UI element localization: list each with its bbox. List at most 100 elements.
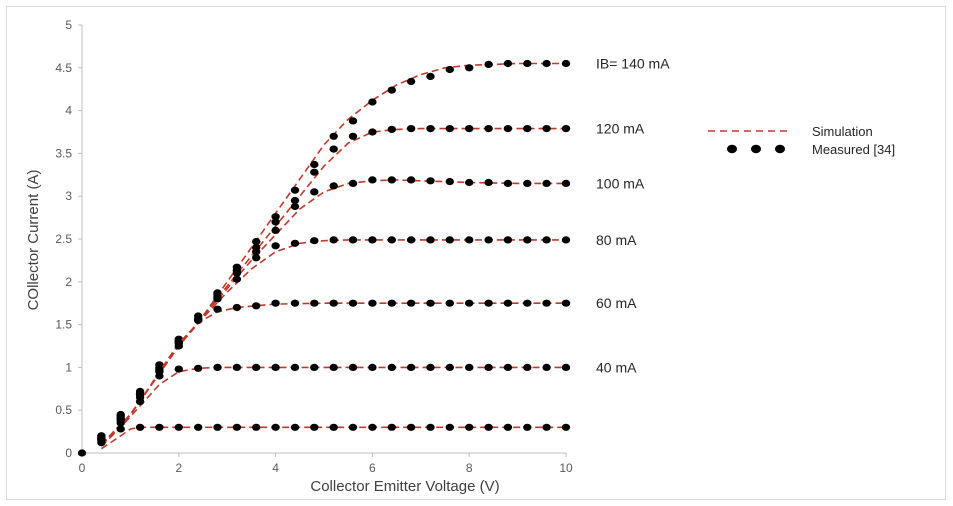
y-tick-label: 3 (65, 189, 72, 203)
measured-point (368, 236, 377, 244)
series-group (97, 363, 571, 447)
curve-label: 60 mA (596, 295, 637, 311)
measured-point (368, 98, 377, 106)
series-group (97, 299, 571, 445)
curve-label: IB= 140 mA (596, 56, 670, 72)
measured-point (561, 363, 571, 371)
measured-point (542, 59, 551, 68)
measured-point (561, 179, 571, 187)
measured-point (465, 178, 474, 187)
measured-point (484, 60, 493, 68)
measured-point (252, 254, 261, 262)
measured-point (348, 132, 358, 140)
measured-point (561, 59, 571, 68)
measured-point (426, 363, 435, 371)
measured-point (387, 125, 396, 133)
measured-point (174, 365, 183, 373)
measured-point (484, 125, 493, 133)
measured-point (329, 299, 338, 307)
measured-point (445, 363, 454, 371)
measured-point (232, 363, 242, 371)
measured-point (213, 423, 222, 431)
measured-point (116, 419, 125, 427)
measured-point (503, 125, 513, 133)
measured-point (387, 176, 396, 184)
measured-point (135, 398, 145, 406)
series-group (97, 125, 571, 445)
measured-point (523, 59, 532, 68)
measured-point (503, 179, 513, 187)
measured-point (290, 202, 300, 211)
simulation-line (100, 302, 566, 445)
measured-point (465, 363, 474, 371)
curve-label: 120 mA (596, 121, 645, 137)
measured-point (523, 236, 532, 244)
measured-point (329, 182, 338, 190)
measured-point (174, 342, 183, 350)
simulation-line (100, 62, 566, 445)
measured-point (77, 449, 87, 457)
measured-point (290, 196, 300, 205)
measured-point (465, 423, 474, 431)
measured-point (368, 176, 377, 184)
simulation-line (100, 179, 566, 445)
y-axis-title: COllector Current (A) (25, 170, 42, 311)
measured-point (561, 423, 571, 431)
measured-point (232, 269, 242, 277)
measured-point (445, 125, 454, 133)
measured-point (426, 236, 435, 244)
measured-point (523, 299, 532, 307)
measured-point (484, 178, 493, 187)
measured-point (290, 423, 300, 431)
measured-point (445, 299, 454, 307)
measured-point (523, 423, 532, 431)
measured-point (484, 236, 493, 244)
measured-point (542, 125, 551, 133)
legend: Simulation Measured [34] (708, 124, 895, 157)
measured-point (503, 236, 513, 244)
measured-point (406, 423, 416, 431)
x-tick-label: 10 (559, 461, 573, 475)
y-tick-label: 0.5 (55, 403, 72, 417)
measured-point (561, 299, 571, 307)
measured-point (406, 125, 416, 133)
measured-point (271, 213, 280, 221)
measured-point (271, 226, 280, 234)
y-tick-label: 2 (65, 275, 72, 289)
measured-point (310, 237, 319, 245)
measured-point (445, 65, 454, 74)
measured-point (445, 178, 454, 186)
y-tick-label: 2.5 (55, 232, 72, 246)
measured-point (329, 363, 338, 371)
axes: 0 0.5 1 1.5 2 2.5 3 3.5 4 4.5 5 0 2 4 6 8 10 (55, 18, 573, 475)
measured-point (290, 363, 300, 371)
y-tick-label: 0 (65, 446, 72, 460)
measured-point (329, 145, 338, 153)
simulation-line (100, 366, 566, 447)
measured-point (542, 236, 551, 244)
measured-point (232, 423, 242, 431)
measured-point (465, 299, 474, 307)
measured-point (213, 363, 222, 371)
measured-point (368, 128, 377, 136)
measured-point (523, 363, 532, 371)
measured-point (368, 299, 377, 307)
measured-point (523, 179, 532, 187)
series-group (97, 236, 571, 445)
measured-point (503, 363, 513, 371)
measured-point (252, 423, 261, 431)
measured-point (155, 423, 164, 431)
measured-point (465, 125, 474, 133)
measured-point (271, 423, 280, 431)
measured-point (484, 299, 493, 307)
measured-point (135, 423, 145, 431)
measured-point (310, 168, 319, 176)
measured-point (387, 423, 396, 431)
measured-point (310, 188, 319, 196)
measured-point (348, 117, 358, 125)
simulation-line (100, 127, 566, 445)
measured-point (561, 236, 571, 244)
measured-point (310, 423, 319, 431)
measured-point (426, 72, 435, 80)
